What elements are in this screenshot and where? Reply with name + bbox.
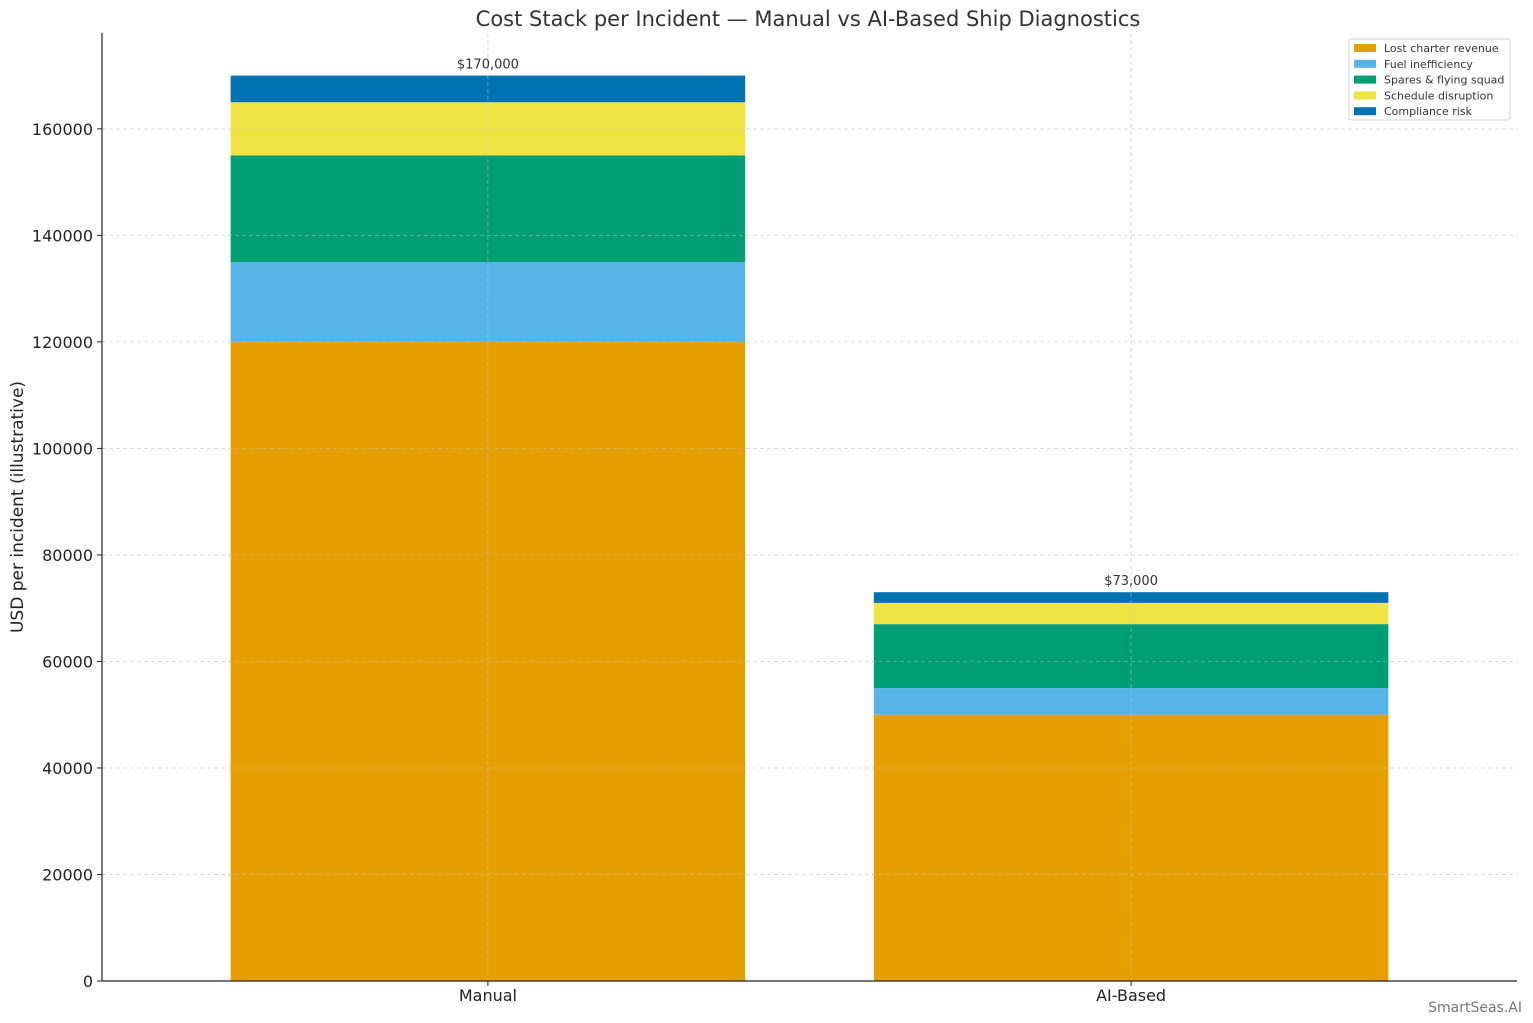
legend-label: Compliance risk xyxy=(1384,105,1473,118)
x-tick-label: Manual xyxy=(459,986,517,1005)
y-tick-label: 100000 xyxy=(32,439,93,458)
data-label: $170,000 xyxy=(457,58,519,73)
legend-swatch xyxy=(1354,44,1376,52)
watermark: SmartSeas.AI xyxy=(1428,1000,1522,1016)
legend-label: Fuel inefficiency xyxy=(1384,58,1473,71)
legend-label: Schedule disruption xyxy=(1384,89,1493,102)
bars xyxy=(102,33,1517,981)
data-label: $73,000 xyxy=(1104,574,1158,589)
grid-overlay xyxy=(102,33,1517,981)
y-tick-label: 120000 xyxy=(32,333,93,352)
bar-segment xyxy=(873,602,1389,625)
axes xyxy=(101,33,1517,982)
total-labels: $170,000 $73,000 xyxy=(457,58,1158,590)
legend-swatch xyxy=(1354,91,1376,100)
y-tick-label: 80000 xyxy=(42,546,93,565)
bar-segment xyxy=(873,592,1389,603)
legend-swatch xyxy=(1354,59,1376,68)
y-tick-label: 20000 xyxy=(42,865,93,884)
x-ticks: Manual AI-Based xyxy=(459,981,1166,1005)
chart-title: Cost Stack per Incident — Manual vs AI-B… xyxy=(476,7,1141,31)
y-tick-label: 140000 xyxy=(32,226,93,245)
legend-label: Lost charter revenue xyxy=(1384,42,1499,55)
y-tick-label: 60000 xyxy=(42,652,93,671)
legend-swatch xyxy=(1354,75,1376,84)
legend-label: Spares & flying squad xyxy=(1384,74,1504,87)
legend-box xyxy=(1348,38,1511,121)
y-tick-label: 40000 xyxy=(42,759,93,778)
y-ticks: 0 20000 40000 60000 80000 100000 120000 140000 1… xyxy=(32,120,102,991)
y-tick-label: 160000 xyxy=(32,120,93,139)
y-axis-label: USD per incident (illustrative) xyxy=(8,381,28,633)
x-tick-label: AI-Based xyxy=(1096,986,1166,1005)
legend: Lost charter revenue Fuel inefficiency Spa… xyxy=(1348,38,1511,121)
y-tick-label: 0 xyxy=(83,972,93,991)
legend-swatch xyxy=(1354,107,1376,116)
